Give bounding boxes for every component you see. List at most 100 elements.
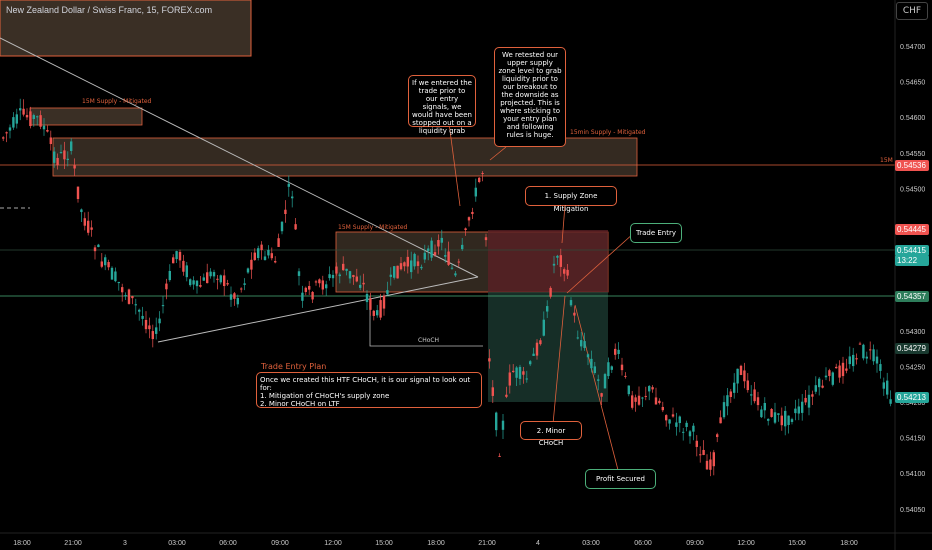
candle bbox=[474, 178, 477, 202]
candle bbox=[495, 411, 498, 437]
candle bbox=[318, 278, 321, 288]
candle bbox=[739, 364, 743, 376]
candle bbox=[141, 306, 144, 326]
time-tick-label: 21:00 bbox=[64, 540, 82, 547]
time-tick-label: 15:00 bbox=[788, 540, 806, 547]
candle bbox=[852, 347, 855, 372]
candle bbox=[478, 177, 481, 184]
candle bbox=[359, 275, 362, 291]
candle bbox=[858, 341, 862, 345]
candle bbox=[804, 390, 807, 406]
candle bbox=[182, 254, 185, 276]
candle bbox=[291, 190, 294, 208]
candle bbox=[189, 278, 192, 287]
candle bbox=[848, 346, 851, 369]
plan-line-1: Once we created this HTF CHoCH, it is ou… bbox=[260, 376, 471, 392]
candle bbox=[546, 300, 549, 318]
candle bbox=[236, 294, 239, 308]
candle bbox=[348, 270, 352, 284]
candle bbox=[702, 440, 705, 456]
candle bbox=[423, 244, 426, 263]
candle bbox=[131, 295, 134, 305]
candle bbox=[372, 309, 375, 321]
plan-line-3: 2. Minor CHoCH on LTF bbox=[260, 400, 340, 408]
candle bbox=[226, 279, 229, 287]
candle bbox=[19, 98, 22, 121]
candle bbox=[461, 238, 464, 251]
trendline-descending bbox=[0, 37, 479, 278]
candle bbox=[607, 357, 610, 379]
candle bbox=[345, 268, 348, 276]
candle bbox=[491, 380, 494, 403]
note-retested: We retested our upper supply zone level … bbox=[494, 47, 566, 147]
currency-badge[interactable]: CHF bbox=[896, 2, 928, 20]
note-supply-mitigation: 1. Supply Zone Mitigation bbox=[525, 186, 617, 213]
candle bbox=[219, 274, 222, 285]
candle bbox=[678, 415, 681, 433]
candle bbox=[593, 361, 596, 375]
time-axis[interactable]: 18:00 21:00 3 03:00 06:00 09:00 12:00 15:00 18:0… bbox=[13, 540, 858, 547]
candle bbox=[566, 264, 569, 279]
candle bbox=[416, 255, 420, 274]
note-profit-secured: Profit Secured bbox=[585, 469, 656, 489]
candle bbox=[257, 245, 260, 261]
candle bbox=[447, 241, 450, 267]
candle bbox=[875, 349, 879, 373]
candle bbox=[369, 292, 372, 316]
candle bbox=[56, 153, 59, 170]
candle bbox=[777, 413, 780, 422]
candle bbox=[726, 387, 729, 416]
candle bbox=[73, 158, 76, 176]
candle bbox=[838, 360, 841, 383]
candle bbox=[440, 229, 443, 251]
candle bbox=[444, 248, 447, 263]
candle bbox=[396, 265, 399, 279]
candle bbox=[308, 281, 311, 295]
candle bbox=[811, 390, 814, 405]
candle bbox=[614, 343, 617, 360]
candle bbox=[576, 330, 579, 340]
candle bbox=[49, 130, 52, 151]
candle bbox=[151, 324, 154, 348]
price-tick-label: 0.54050 bbox=[900, 507, 925, 514]
price-axis[interactable]: 0.54700 0.54650 0.54600 0.54550 0.54500 0.543… bbox=[900, 44, 925, 514]
supply-zone-top bbox=[0, 0, 252, 57]
candle bbox=[399, 257, 403, 271]
candle bbox=[158, 311, 161, 332]
candle bbox=[8, 124, 12, 139]
candle bbox=[212, 269, 216, 283]
candle bbox=[529, 360, 532, 367]
candle bbox=[600, 392, 603, 406]
candle bbox=[284, 200, 287, 223]
candle bbox=[410, 251, 413, 279]
candle bbox=[515, 366, 518, 386]
candle bbox=[488, 349, 491, 369]
candle bbox=[199, 276, 202, 288]
candle bbox=[631, 390, 634, 410]
price-tag: 13:22 bbox=[895, 255, 929, 266]
plan-title: Trade Entry Plan bbox=[261, 362, 327, 371]
candle bbox=[637, 386, 641, 406]
candle bbox=[525, 370, 528, 383]
candle bbox=[505, 386, 508, 399]
candle bbox=[311, 291, 314, 303]
candle bbox=[780, 407, 783, 431]
time-tick-label: 3 bbox=[123, 540, 127, 547]
candle bbox=[253, 248, 256, 261]
candle bbox=[46, 125, 49, 133]
price-tick-label: 0.54150 bbox=[900, 436, 925, 443]
candle bbox=[155, 317, 158, 340]
candle bbox=[148, 317, 151, 339]
price-tick-label: 0.54300 bbox=[900, 329, 925, 336]
candle bbox=[127, 288, 131, 305]
candle bbox=[107, 259, 110, 271]
candle bbox=[712, 449, 715, 476]
price-tick-label: 0.54100 bbox=[900, 471, 925, 478]
candle bbox=[767, 418, 770, 426]
candle bbox=[335, 262, 338, 276]
candle bbox=[2, 136, 5, 142]
candle bbox=[729, 388, 732, 403]
candle bbox=[138, 308, 141, 321]
candle bbox=[484, 233, 488, 247]
